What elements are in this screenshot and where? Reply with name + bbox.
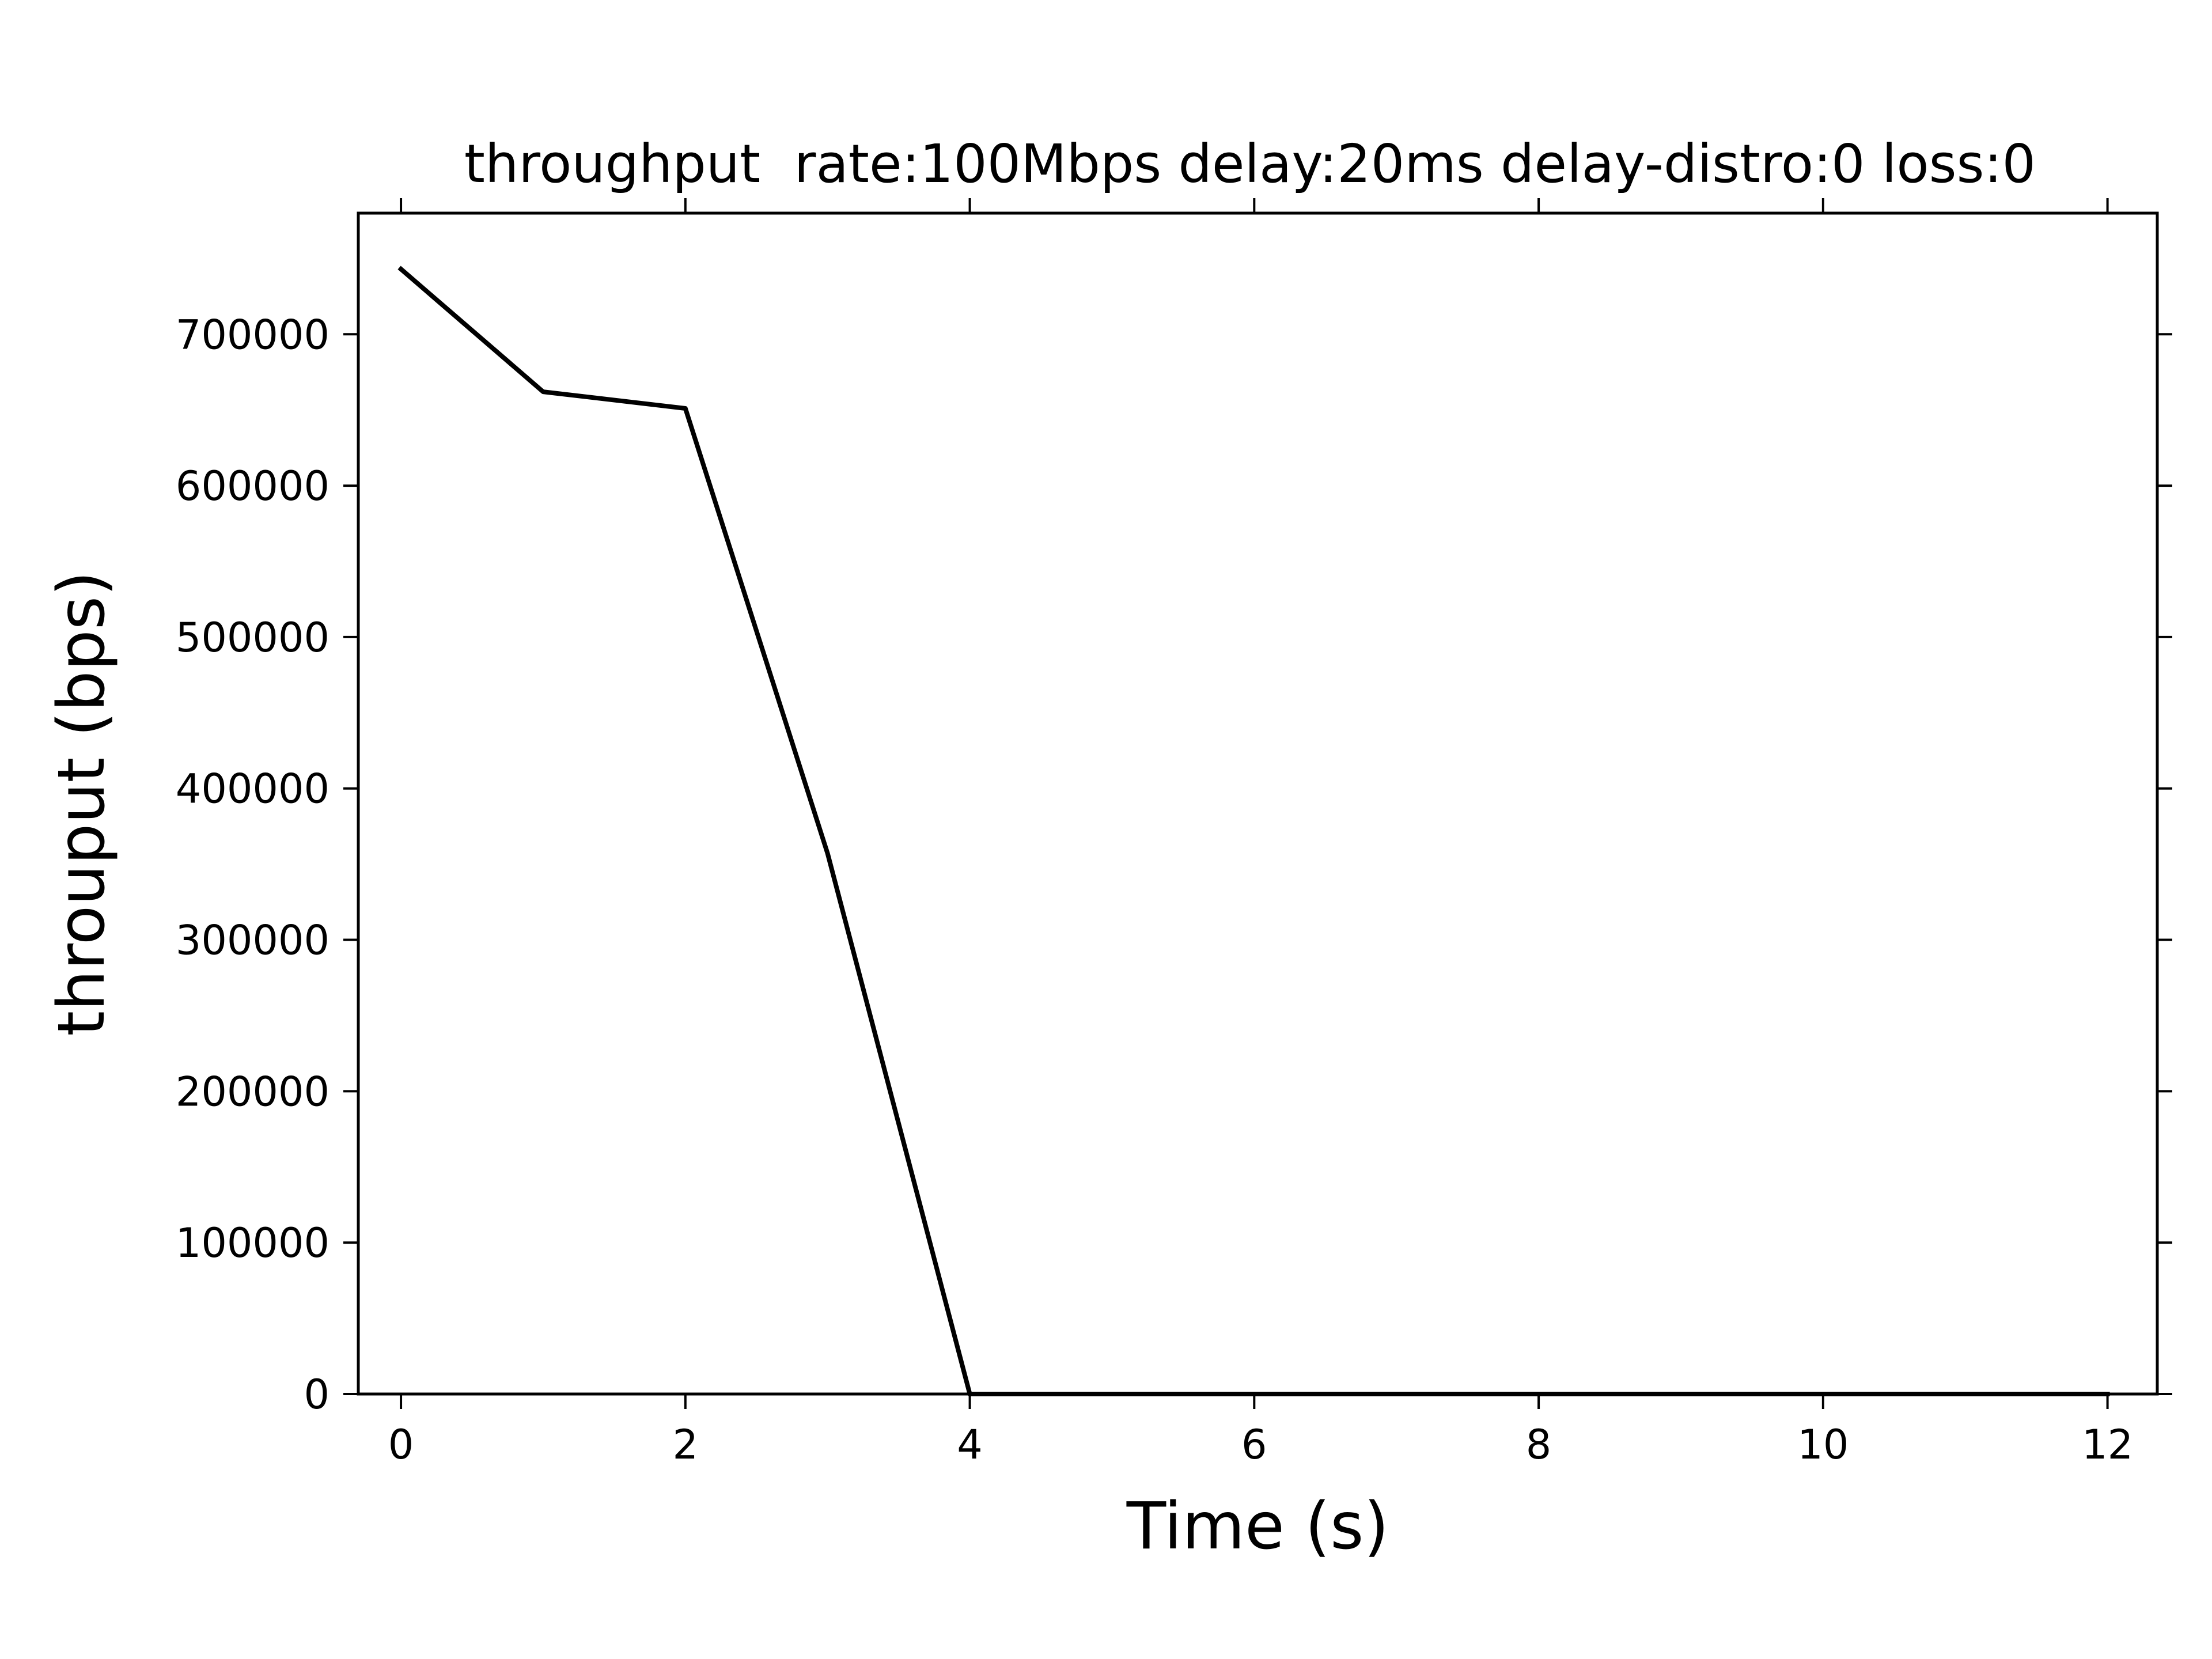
x-tick-label: 4 — [957, 1421, 983, 1468]
y-tick-label: 100000 — [176, 1219, 329, 1267]
y-tick-label: 700000 — [176, 311, 329, 358]
y-tick-label: 500000 — [176, 614, 329, 661]
y-axis-label: throuput (bps) — [44, 571, 119, 1036]
y-tick-label: 0 — [304, 1371, 329, 1418]
y-tick-label: 200000 — [176, 1068, 329, 1115]
x-tick-label: 0 — [388, 1421, 414, 1468]
y-tick-label: 300000 — [176, 917, 329, 964]
y-tick-label: 600000 — [176, 463, 329, 510]
plot-frame — [357, 211, 2159, 1396]
x-tick-label: 12 — [2082, 1421, 2133, 1468]
x-tick-label: 10 — [1797, 1421, 1849, 1468]
marks-layer: 0 2 4 6 8 10 12 0 100000 200000 300000 400000 500000… — [176, 198, 2172, 1468]
x-tick-label: 6 — [1241, 1421, 1267, 1468]
y-tick-label: 400000 — [176, 766, 329, 813]
x-tick-label: 8 — [1526, 1421, 1552, 1468]
x-tick-label: 2 — [673, 1421, 699, 1468]
x-axis-label: Time (s) — [1126, 1489, 1389, 1564]
chart-title: throughput rate:100Mbps delay:20ms delay… — [464, 133, 2036, 195]
